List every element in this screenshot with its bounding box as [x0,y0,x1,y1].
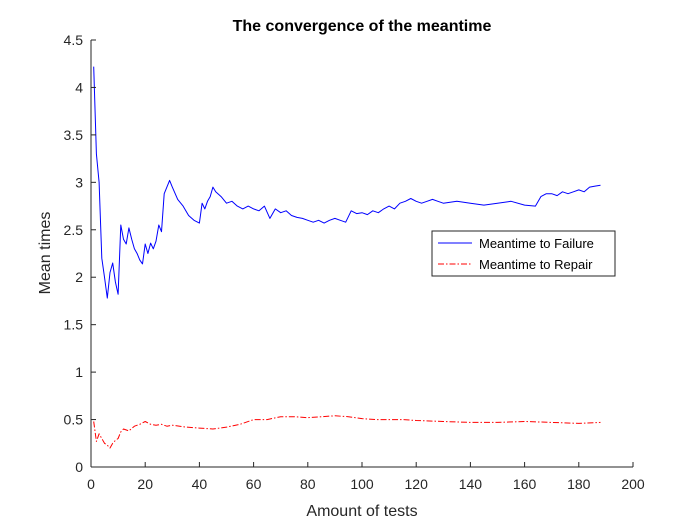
x-ticks: 0 20 40 60 80 100 120 140 160 180 200 [87,462,645,492]
y-tick-label: 2.5 [64,222,84,238]
y-tick-label: 1 [75,364,83,380]
y-tick-label: 1.5 [64,317,84,333]
y-tick-label: 4 [75,79,83,95]
x-tick-label: 0 [87,476,95,492]
y-tick-label: 4.5 [64,32,84,48]
x-tick-label: 160 [513,476,537,492]
y-tick-label: 2 [75,269,83,285]
series-line-failure [93,66,601,299]
y-tick-label: 3 [75,174,83,190]
y-tick-label: 3.5 [64,127,84,143]
series-line-repair [93,415,601,449]
plot-area [93,66,601,449]
x-tick-label: 180 [567,476,591,492]
x-tick-label: 200 [621,476,645,492]
x-tick-label: 120 [405,476,429,492]
x-axis-label: Amount of tests [306,503,417,520]
legend: Meantime to Failure Meantime to Repair [431,230,616,277]
legend-label-repair: Meantime to Repair [479,257,593,272]
chart-title: The convergence of the meantime [233,18,492,35]
x-tick-label: 80 [300,476,316,492]
y-tick-label: 0 [75,459,83,475]
y-axis-label: Mean times [37,212,54,295]
legend-label-failure: Meantime to Failure [479,236,594,251]
y-ticks: 0 0.5 1 1.5 2 2.5 3 3.5 4 4.5 [64,32,96,475]
x-tick-label: 40 [192,476,208,492]
x-tick-label: 140 [459,476,483,492]
y-tick-label: 0.5 [64,412,84,428]
x-tick-label: 60 [246,476,262,492]
x-tick-label: 100 [350,476,374,492]
x-tick-label: 20 [137,476,153,492]
legend-box [431,230,616,277]
